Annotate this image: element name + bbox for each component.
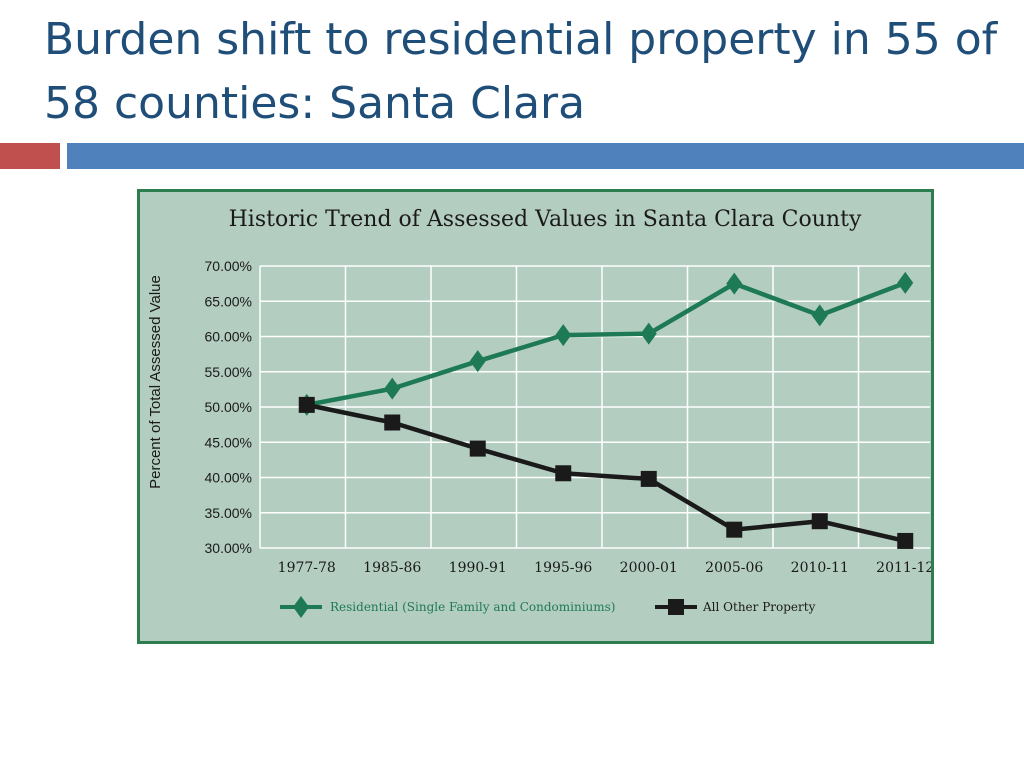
x-tick-label: 1977-78 [278, 560, 336, 576]
data-point [897, 271, 914, 294]
y-tick-label: 70.00% [205, 258, 252, 274]
x-tick-label: 1990-91 [449, 560, 507, 576]
title-accent-bar-blue [67, 143, 1024, 169]
y-tick-label: 50.00% [205, 399, 252, 415]
y-tick-label: 40.00% [205, 470, 252, 486]
x-tick-label: 2005-06 [705, 560, 763, 576]
y-tick-label: 45.00% [205, 434, 252, 450]
data-point [726, 272, 743, 295]
legend-entry-label: All Other Property [702, 600, 816, 614]
y-tick-label: 30.00% [205, 540, 252, 556]
chart-title: Historic Trend of Assessed Values in San… [229, 207, 862, 232]
data-point [298, 396, 315, 413]
y-axis-ticks: 70.00% 65.00% 60.00% 55.00% 50.00% 45.00% 40.0… [205, 258, 252, 556]
data-point [469, 350, 486, 373]
legend-marker [293, 596, 309, 618]
y-tick-label: 65.00% [205, 293, 252, 309]
data-point [384, 377, 401, 400]
series-line [306, 402, 906, 544]
data-point [640, 322, 657, 345]
y-tick-label: 55.00% [205, 364, 252, 380]
data-point [897, 532, 914, 549]
x-tick-label: 1985-86 [363, 560, 421, 576]
series-residential [298, 271, 914, 416]
line-chart: Historic Trend of Assessed Values in San… [137, 189, 934, 644]
series-line [306, 280, 907, 408]
y-tick-label: 60.00% [205, 329, 252, 345]
data-point [811, 513, 828, 530]
legend: Residential (Single Family and Condomini… [280, 596, 816, 618]
data-point [384, 414, 401, 431]
slide-title: Burden shift to residential property in … [44, 14, 998, 129]
x-axis-ticks: 1977-78 1985-86 1990-91 1995-96 2000-01 2005-… [278, 560, 931, 576]
data-point [726, 521, 743, 538]
x-tick-label: 2000-01 [620, 560, 678, 576]
legend-marker [668, 599, 684, 615]
data-point [469, 440, 486, 457]
y-tick-label: 35.00% [205, 505, 252, 521]
legend-entry-label: Residential (Single Family and Condomini… [330, 600, 615, 614]
data-point [555, 324, 572, 347]
x-tick-label: 2011-12 [876, 560, 931, 576]
series-group [298, 271, 914, 549]
data-point [555, 465, 572, 482]
data-point [811, 304, 828, 327]
x-tick-label: 2010-11 [791, 560, 849, 576]
chart-canvas: Historic Trend of Assessed Values in San… [147, 207, 931, 618]
x-tick-label: 1995-96 [534, 560, 592, 576]
y-axis-label: Percent of Total Assessed Value [147, 275, 164, 489]
title-accent-bar-red [0, 143, 60, 169]
grid [259, 265, 930, 549]
series-all-other-property [298, 396, 914, 549]
data-point [640, 470, 657, 487]
